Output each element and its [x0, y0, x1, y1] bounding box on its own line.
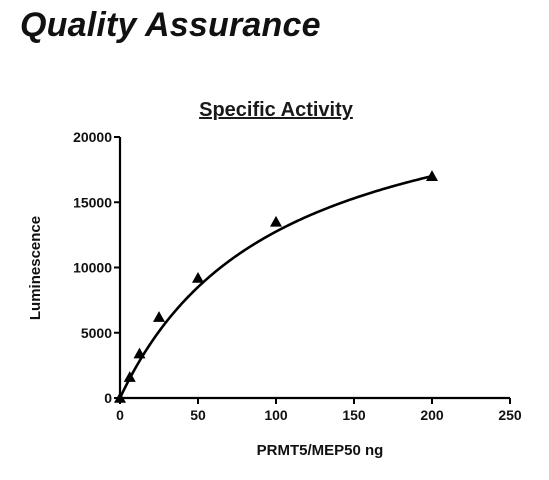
data-points [114, 170, 438, 403]
y-tick-label: 5000 [81, 325, 112, 341]
data-point [192, 272, 204, 283]
y-tick-label: 15000 [73, 194, 112, 210]
x-tick-label: 250 [498, 407, 522, 423]
x-tick-label: 50 [190, 407, 206, 423]
x-tick-label: 0 [116, 407, 124, 423]
y-tick-label: 0 [104, 390, 112, 406]
fit-curve [120, 176, 432, 398]
x-axis-label: PRMT5/MEP50 ng [257, 442, 384, 459]
data-point [426, 170, 438, 181]
x-tick-label: 100 [264, 407, 288, 423]
y-axis-label: Luminescence [27, 216, 44, 320]
y-tick-label: 10000 [73, 260, 112, 276]
data-point [153, 311, 165, 322]
x-tick-label: 200 [420, 407, 444, 423]
chart-title: Specific Activity [199, 99, 354, 121]
axes: 0 5000 10000 15000 20000 0 50 100 150 200 250 [73, 129, 522, 423]
x-tick-label: 150 [342, 407, 366, 423]
data-point [270, 216, 282, 227]
y-tick-label: 20000 [73, 129, 112, 145]
